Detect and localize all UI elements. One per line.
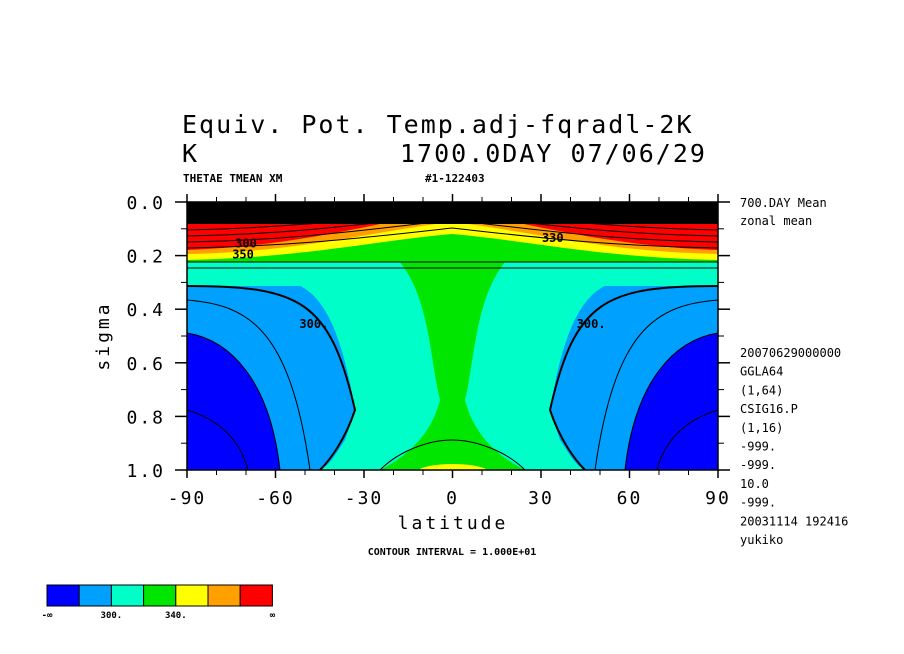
colorbar-label: ∞ bbox=[270, 611, 276, 621]
x-tick-label: 30 bbox=[528, 488, 554, 509]
y-tick-label: 0.4 bbox=[126, 300, 165, 321]
colorbar: -∞ 300. 340. ∞ bbox=[42, 584, 276, 621]
x-tick-label: 90 bbox=[705, 488, 731, 509]
fill-band-yellow-surface bbox=[418, 464, 488, 470]
y-tick-label: 0.0 bbox=[126, 193, 165, 214]
contour-label: 300 bbox=[235, 237, 257, 251]
x-tick-label: -90 bbox=[168, 488, 207, 509]
chart-title-time: 1700.0DAY 07/06/29 bbox=[400, 139, 707, 168]
contour-label: 350 bbox=[232, 247, 254, 261]
colorbar-label: -∞ bbox=[42, 611, 53, 621]
fill-band-blue-right bbox=[625, 333, 718, 470]
y-tick-label: 1.0 bbox=[126, 461, 165, 482]
contour-label: 330 bbox=[542, 231, 564, 245]
meta-line: CSIG16.P bbox=[740, 402, 798, 416]
colorbar-swatch bbox=[239, 584, 273, 607]
contour-label: 300. bbox=[577, 317, 606, 331]
right-info-top: 700.DAY Mean zonal mean bbox=[740, 196, 827, 228]
meta-line: GGLA64 bbox=[740, 365, 783, 379]
y-tick-label: 0.2 bbox=[126, 247, 165, 268]
y-tick-label: 0.6 bbox=[126, 354, 165, 375]
run-id-label: #1-122403 bbox=[425, 172, 485, 185]
contour-lines bbox=[187, 209, 718, 470]
meta-line: (1,16) bbox=[740, 421, 783, 435]
contour-field bbox=[187, 202, 718, 470]
x-axis: -90 -60 -30 0 30 60 90 bbox=[168, 194, 731, 509]
colorbar-swatch bbox=[110, 584, 145, 607]
colorbar-swatch bbox=[46, 584, 80, 607]
chart-title-units: K bbox=[182, 139, 197, 168]
colorbar-swatch bbox=[207, 584, 241, 607]
x-tick-label: -30 bbox=[345, 488, 384, 509]
meta-line: -999. bbox=[740, 440, 776, 454]
colorbar-swatch bbox=[78, 584, 112, 607]
colorbar-label: 340. bbox=[165, 611, 187, 621]
x-tick-label: 60 bbox=[617, 488, 643, 509]
meta-line: (1,64) bbox=[740, 383, 783, 397]
fill-band-green-upper bbox=[187, 234, 718, 264]
colorbar-swatch bbox=[143, 584, 177, 607]
right-info-line: zonal mean bbox=[740, 214, 812, 228]
right-info-meta: 20070629000000 GGLA64 (1,64) CSIG16.P (1,16)… bbox=[740, 346, 848, 547]
contour-interval-label: CONTOUR INTERVAL = 1.000E+01 bbox=[368, 547, 537, 558]
fill-band-black bbox=[187, 202, 718, 224]
meta-line: -999. bbox=[740, 496, 776, 510]
x-axis-label: latitude bbox=[398, 513, 509, 534]
meta-line: yukiko bbox=[740, 533, 783, 547]
x-tick-label: -60 bbox=[256, 488, 295, 509]
y-axis: 0.0 0.2 0.4 0.6 0.8 1.0 bbox=[126, 193, 730, 482]
contour-label: 300. bbox=[299, 317, 328, 331]
chart-title-line1: Equiv. Pot. Temp.adj-fqradl-2K bbox=[182, 110, 694, 139]
colorbar-swatch bbox=[175, 584, 209, 607]
meta-line: -999. bbox=[740, 458, 776, 472]
colorbar-label: 300. bbox=[101, 611, 123, 621]
meta-line: 20031114 192416 bbox=[740, 514, 848, 528]
meta-line: 20070629000000 bbox=[740, 346, 841, 360]
fill-band-blue-left bbox=[187, 333, 280, 470]
x-tick-label: 0 bbox=[446, 488, 459, 509]
variable-label: THETAE TMEAN XM bbox=[183, 172, 283, 185]
y-tick-label: 0.8 bbox=[126, 407, 165, 428]
y-axis-label: sigma bbox=[93, 301, 114, 370]
meta-line: 10.0 bbox=[740, 477, 769, 491]
right-info-line: 700.DAY Mean bbox=[740, 196, 827, 210]
